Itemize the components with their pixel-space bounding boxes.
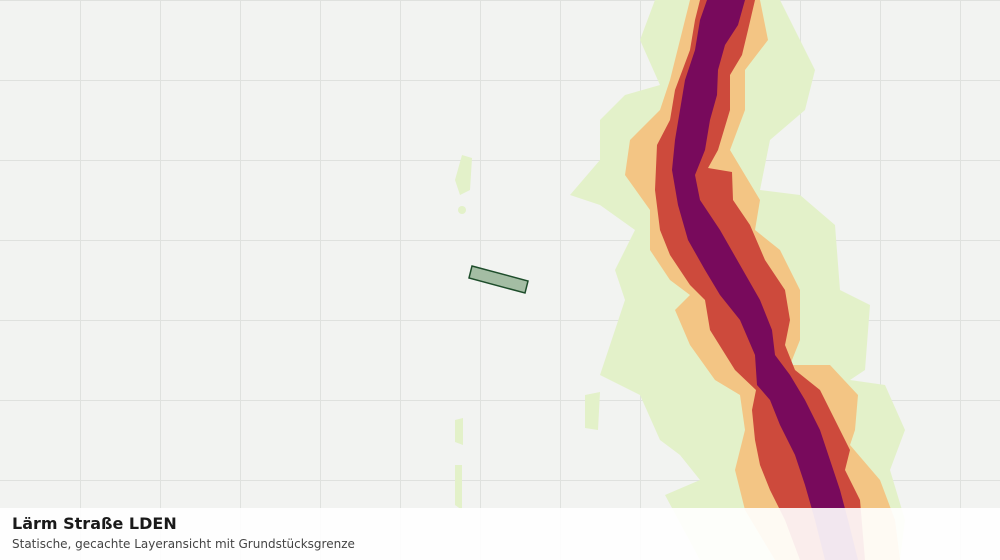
- parcel-boundary[interactable]: [468, 265, 529, 294]
- layer-subtitle: Statische, gecachte Layeransicht mit Gru…: [12, 537, 355, 551]
- info-panel: Lärm Straße LDEN Statische, gecachte Lay…: [0, 508, 1000, 560]
- noise-zone-very-high: [672, 0, 858, 560]
- layer-title: Lärm Straße LDEN: [12, 514, 177, 533]
